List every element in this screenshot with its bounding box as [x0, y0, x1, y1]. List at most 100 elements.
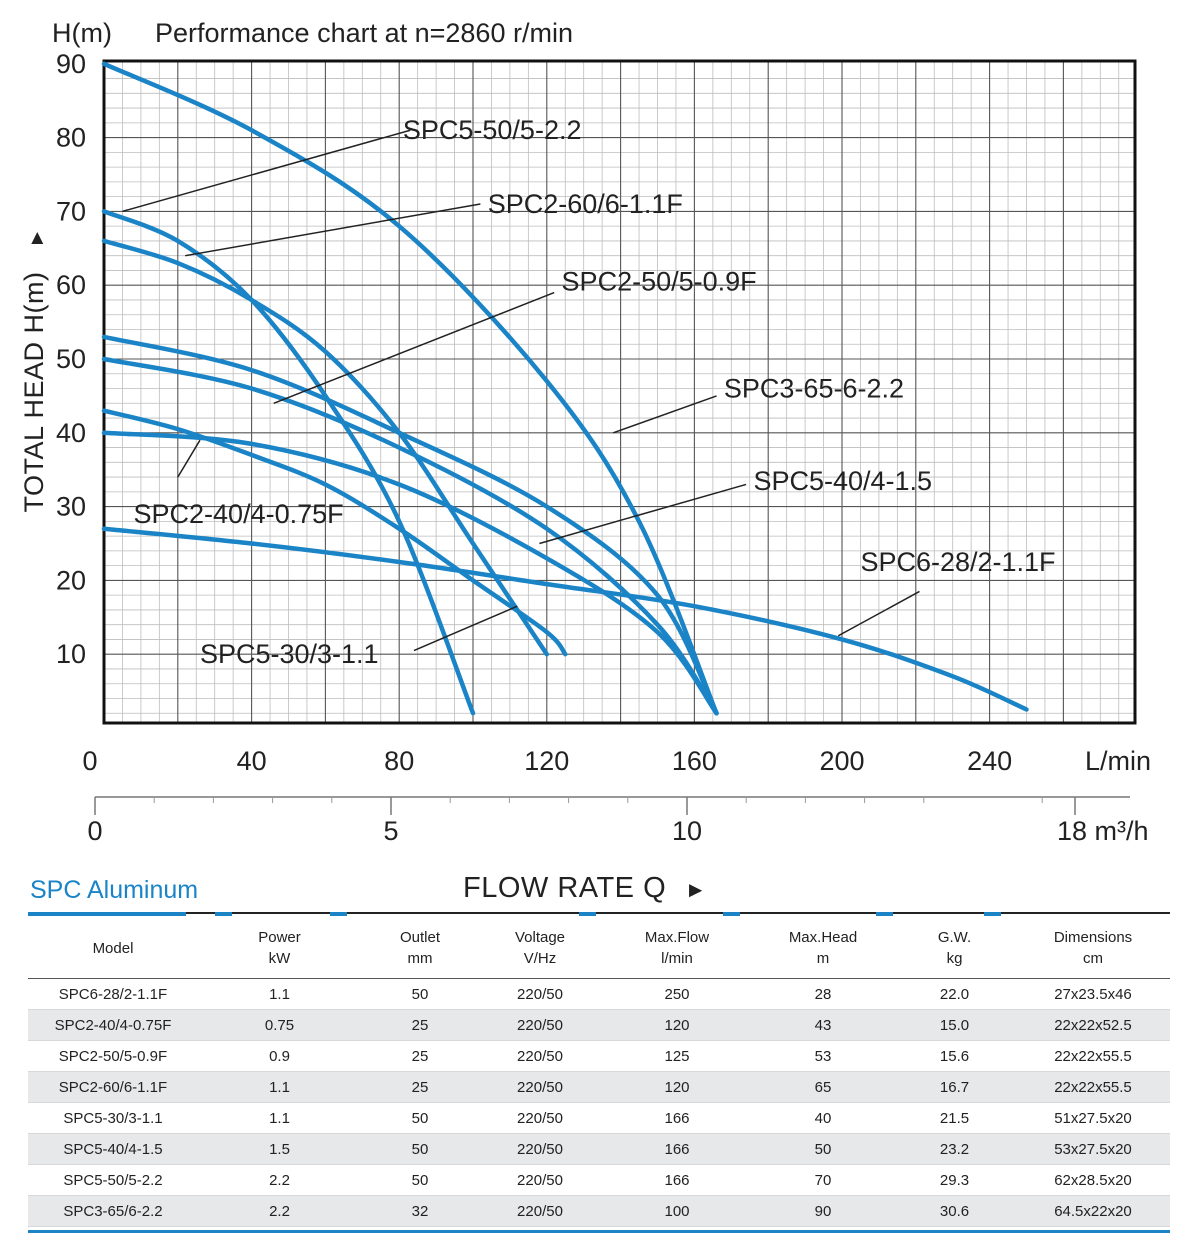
series-label-spc5-40-4-1-5: SPC5-40/4-1.5 [753, 466, 932, 496]
y-tick-label: 50 [56, 344, 86, 374]
table-cell: 62x28.5x20 [1016, 1164, 1170, 1196]
table-cell: 23.2 [893, 1133, 1016, 1165]
table-cell: 16.7 [893, 1071, 1016, 1103]
rule-accent [215, 912, 232, 916]
spec-title: SPC Aluminum [30, 876, 199, 904]
curve-spc6-28-2-1-1f [101, 526, 1029, 712]
table-cell: 50 [361, 1102, 479, 1134]
table-cell: 1.1 [198, 1102, 361, 1134]
series-label-spc6-28-2-1-1f: SPC6-28/2-1.1F [860, 547, 1055, 577]
table-cell: 70 [753, 1164, 893, 1196]
table-cell: 40 [753, 1102, 893, 1134]
header-weight: G.W. kg [893, 918, 1016, 979]
header-max-flow: Max.Flow l/min [601, 918, 753, 979]
pointer-spc5-50-5-2-2 [122, 129, 411, 213]
chart-title: Performance chart at n=2860 r/min [155, 18, 573, 48]
table-cell: 220/50 [479, 1164, 601, 1196]
table-cell: 21.5 [893, 1102, 1016, 1134]
table-cell: 2.2 [198, 1164, 361, 1196]
x-tick-label: 160 [672, 746, 717, 776]
table-cell: SPC5-50/5-2.2 [28, 1164, 198, 1196]
table-cell: 22.0 [893, 978, 1016, 1010]
header-model: Model [28, 918, 198, 979]
x-tick-label: 40 [237, 746, 267, 776]
table-cell: SPC2-60/6-1.1F [28, 1071, 198, 1103]
table-cell: 27x23.5x46 [1016, 978, 1170, 1010]
rule-accent [984, 912, 1001, 916]
header-power: Power kW [198, 918, 361, 979]
spec-table: Model Power kW Outlet mm Voltage V/Hz Max.F… [28, 918, 1170, 1227]
series-label-spc2-40-4-0-75f: SPC2-40/4-0.75F [134, 499, 344, 529]
table-cell: 0.9 [198, 1040, 361, 1072]
table-top-rule [28, 912, 1170, 916]
table-cell: 43 [753, 1009, 893, 1041]
table-cell: 51x27.5x20 [1016, 1102, 1170, 1134]
plot-frame [102, 59, 1137, 725]
table-cell: 28 [753, 978, 893, 1010]
table-cell: 125 [601, 1040, 753, 1072]
x-axis-title: FLOW RATE Q ► [463, 872, 707, 905]
y-tick-label: 90 [56, 49, 86, 79]
table-row: SPC2-50/5-0.9F 0.9 25 220/50 125 53 15.6 22x22x… [28, 1040, 1170, 1072]
pointer-spc3-65-6-2-2 [612, 395, 717, 434]
y-tick-label: 30 [56, 492, 86, 522]
secondary-x-ticks: 0 5 10 [87, 797, 1076, 846]
table-cell: 29.3 [893, 1164, 1016, 1196]
table-row: SPC6-28/2-1.1F 1.1 50 220/50 250 28 22.0 27x23.… [28, 978, 1170, 1010]
series-label-spc3-65-6-2-2: SPC3-65-6-2.2 [724, 374, 904, 404]
y-tick-label: 10 [56, 639, 86, 669]
table-cell: 15.6 [893, 1040, 1016, 1072]
table-cell: 0.75 [198, 1009, 361, 1041]
series-label-spc2-50-5-0-9f: SPC2-50/5-0.9F [562, 267, 757, 297]
pointer-spc2-50-5-0-9f [273, 291, 555, 404]
table-row: SPC2-40/4-0.75F 0.75 25 220/50 120 43 15.0 22x2… [28, 1009, 1170, 1041]
pointer-spc2-60-6-1-1f [185, 203, 481, 257]
table-cell: 25 [361, 1071, 479, 1103]
table-body: SPC6-28/2-1.1F 1.1 50 220/50 250 28 22.0 27x23.… [28, 978, 1170, 1227]
series-label-spc2-60-6-1-1f: SPC2-60/6-1.1F [488, 189, 683, 219]
table-cell: 50 [361, 1164, 479, 1196]
table-cell: SPC5-40/4-1.5 [28, 1133, 198, 1165]
tick-label-layer: 10 20 30 40 50 60 70 80 90 0 40 80 120 160 200 240 [56, 49, 1012, 776]
table-cell: 120 [601, 1071, 753, 1103]
table-cell: SPC6-28/2-1.1F [28, 978, 198, 1010]
y-tick-label: 20 [56, 565, 86, 595]
x-tick-label: 120 [524, 746, 569, 776]
table-cell: 1.1 [198, 978, 361, 1010]
pointer-spc5-30-3-1-1 [413, 605, 518, 652]
table-cell: 90 [753, 1195, 893, 1227]
y-tick-label: 70 [56, 196, 86, 226]
table-cell: 100 [601, 1195, 753, 1227]
table-row: SPC2-60/6-1.1F 1.1 25 220/50 120 65 16.7 22x22x… [28, 1071, 1170, 1103]
table-cell: 220/50 [479, 978, 601, 1010]
x2-tick-label: 0 [87, 816, 102, 846]
curve-spc5-50-5-2-2 [101, 61, 719, 716]
x-tick-label: 80 [384, 746, 414, 776]
x-axis-arrow-icon: ► [684, 877, 707, 902]
x2-tick-label: 10 [672, 816, 702, 846]
series-layer [101, 61, 1029, 716]
table-cell: 166 [601, 1133, 753, 1165]
table-cell: SPC2-50/5-0.9F [28, 1040, 198, 1072]
table-cell: SPC3-65/6-2.2 [28, 1195, 198, 1227]
header-outlet: Outlet mm [361, 918, 479, 979]
table-bottom-rule [28, 1230, 1170, 1233]
pointer-spc6-28-2-1-1f [837, 590, 920, 637]
table-cell: 166 [601, 1102, 753, 1134]
minor-gridlines [104, 61, 1135, 723]
series-label-layer: SPC5-50/5-2.2 SPC2-60/6-1.1F SPC2-50/5-0.9… [134, 115, 1056, 669]
series-label-spc5-50-5-2-2: SPC5-50/5-2.2 [403, 115, 582, 145]
x-axis-title-text: FLOW RATE Q [463, 872, 667, 904]
table-cell: 65 [753, 1071, 893, 1103]
table-cell: 220/50 [479, 1133, 601, 1165]
rule-accent [723, 912, 740, 916]
table-cell: 120 [601, 1009, 753, 1041]
x2-unit-label: 18 m³/h [1057, 816, 1149, 846]
table-cell: 166 [601, 1164, 753, 1196]
x-tick-label: 240 [967, 746, 1012, 776]
table-cell: 50 [753, 1133, 893, 1165]
curve-spc5-30-3-1-1 [101, 430, 719, 716]
header-voltage: Voltage V/Hz [479, 918, 601, 979]
rule-accent [579, 912, 596, 916]
y-tick-label: 40 [56, 418, 86, 448]
